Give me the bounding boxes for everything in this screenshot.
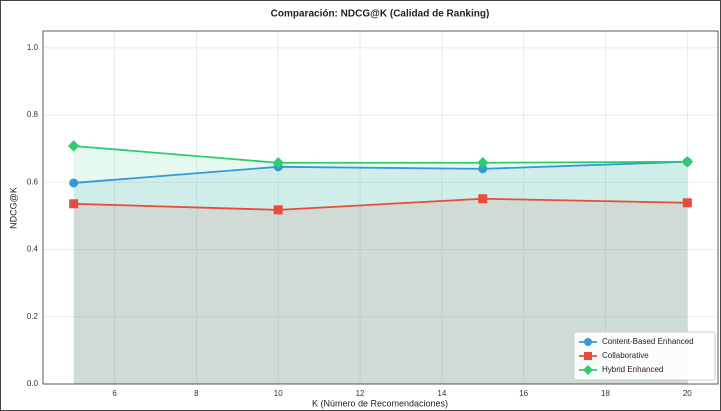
y-tick-label: 0.0 (27, 379, 39, 388)
y-tick-label: 1.0 (27, 43, 39, 52)
y-tick-label: 0.6 (27, 177, 39, 186)
x-tick-label: 20 (683, 389, 692, 398)
legend: Content-Based Enhanced Collaborative Hybri… (573, 331, 716, 381)
legend-marker (584, 352, 592, 360)
legend-marker (583, 365, 593, 375)
x-tick-label: 8 (194, 389, 199, 398)
x-tick-label: 12 (356, 389, 365, 398)
plot-frame (42, 30, 719, 385)
series-line (73, 197, 688, 211)
data-point (67, 140, 80, 152)
series-line (73, 145, 688, 164)
y-tick-label: 0.8 (27, 110, 39, 119)
data-point (69, 199, 79, 209)
series-line (73, 160, 688, 184)
data-point (477, 157, 489, 169)
data-point (478, 194, 488, 204)
legend-marker (584, 338, 592, 346)
chart-title: Comparación: NDCG@K (Calidad de Ranking) (271, 9, 490, 20)
x-tick-label: 18 (601, 389, 610, 398)
data-point (681, 156, 694, 168)
legend-label: Collaborative (602, 351, 649, 360)
y-axis-label: NDCG@K (8, 187, 18, 229)
x-tick-label: 16 (519, 389, 528, 398)
y-tick-label: 0.4 (27, 245, 39, 254)
y-tick-label: 0.2 (27, 312, 39, 321)
x-tick-label: 10 (274, 389, 283, 398)
legend-box (573, 331, 716, 381)
x-tick-label: 6 (112, 389, 117, 398)
area-fill (73, 198, 688, 384)
area-fill (73, 145, 688, 384)
area-fill (73, 161, 688, 384)
x-axis-label: K (Número de Recomendaciones) (312, 398, 448, 408)
legend-label: Hybrid Enhanced (602, 365, 663, 374)
data-point (682, 198, 692, 208)
data-point (69, 178, 79, 188)
data-point (272, 157, 284, 169)
legend-label: Content-Based Enhanced (602, 337, 694, 346)
x-tick-label: 14 (437, 389, 446, 398)
data-point (273, 205, 283, 215)
